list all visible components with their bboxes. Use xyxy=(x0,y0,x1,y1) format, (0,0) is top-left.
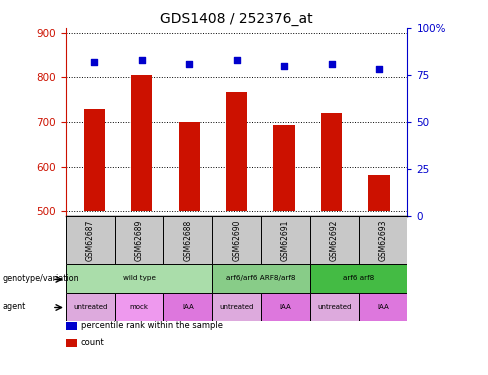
Point xyxy=(233,57,241,63)
Text: wild type: wild type xyxy=(122,275,156,281)
Point xyxy=(185,61,193,67)
Point xyxy=(138,57,146,63)
FancyBboxPatch shape xyxy=(212,264,310,292)
FancyBboxPatch shape xyxy=(163,216,212,264)
FancyBboxPatch shape xyxy=(212,292,261,321)
Text: agent: agent xyxy=(2,302,26,311)
Title: GDS1408 / 252376_at: GDS1408 / 252376_at xyxy=(161,12,313,26)
Bar xyxy=(131,75,152,211)
Text: GSM62691: GSM62691 xyxy=(281,219,290,261)
Text: GSM62688: GSM62688 xyxy=(183,219,192,261)
FancyBboxPatch shape xyxy=(163,292,212,321)
Text: percentile rank within the sample: percentile rank within the sample xyxy=(81,321,223,330)
Bar xyxy=(83,110,105,211)
FancyBboxPatch shape xyxy=(212,216,261,264)
FancyBboxPatch shape xyxy=(261,292,310,321)
Point xyxy=(327,61,335,67)
Text: GSM62689: GSM62689 xyxy=(135,219,143,261)
Text: IAA: IAA xyxy=(182,304,194,310)
FancyBboxPatch shape xyxy=(115,216,163,264)
FancyBboxPatch shape xyxy=(359,216,407,264)
Text: arf6 arf8: arf6 arf8 xyxy=(343,275,374,281)
FancyBboxPatch shape xyxy=(261,216,310,264)
FancyBboxPatch shape xyxy=(66,292,115,321)
Text: untreated: untreated xyxy=(317,304,351,310)
FancyBboxPatch shape xyxy=(310,216,359,264)
Text: genotype/variation: genotype/variation xyxy=(2,274,79,283)
Point xyxy=(90,59,98,65)
Text: GSM62692: GSM62692 xyxy=(330,219,339,261)
Bar xyxy=(368,176,390,211)
Point xyxy=(280,63,288,69)
Text: untreated: untreated xyxy=(220,304,254,310)
Text: untreated: untreated xyxy=(73,304,107,310)
FancyBboxPatch shape xyxy=(66,264,212,292)
Bar xyxy=(226,92,247,211)
Bar xyxy=(321,113,342,211)
Text: count: count xyxy=(81,338,104,347)
Text: arf6/arf6 ARF8/arf8: arf6/arf6 ARF8/arf8 xyxy=(226,275,296,281)
FancyBboxPatch shape xyxy=(310,292,359,321)
Text: GSM62690: GSM62690 xyxy=(232,219,241,261)
Bar xyxy=(179,122,200,211)
Text: mock: mock xyxy=(130,304,148,310)
Text: IAA: IAA xyxy=(280,304,291,310)
Bar xyxy=(273,125,295,211)
FancyBboxPatch shape xyxy=(115,292,163,321)
Text: IAA: IAA xyxy=(377,304,389,310)
Text: GSM62687: GSM62687 xyxy=(86,219,95,261)
FancyBboxPatch shape xyxy=(359,292,407,321)
Text: GSM62693: GSM62693 xyxy=(379,219,387,261)
Point xyxy=(375,66,383,72)
FancyBboxPatch shape xyxy=(66,216,115,264)
FancyBboxPatch shape xyxy=(310,264,407,292)
